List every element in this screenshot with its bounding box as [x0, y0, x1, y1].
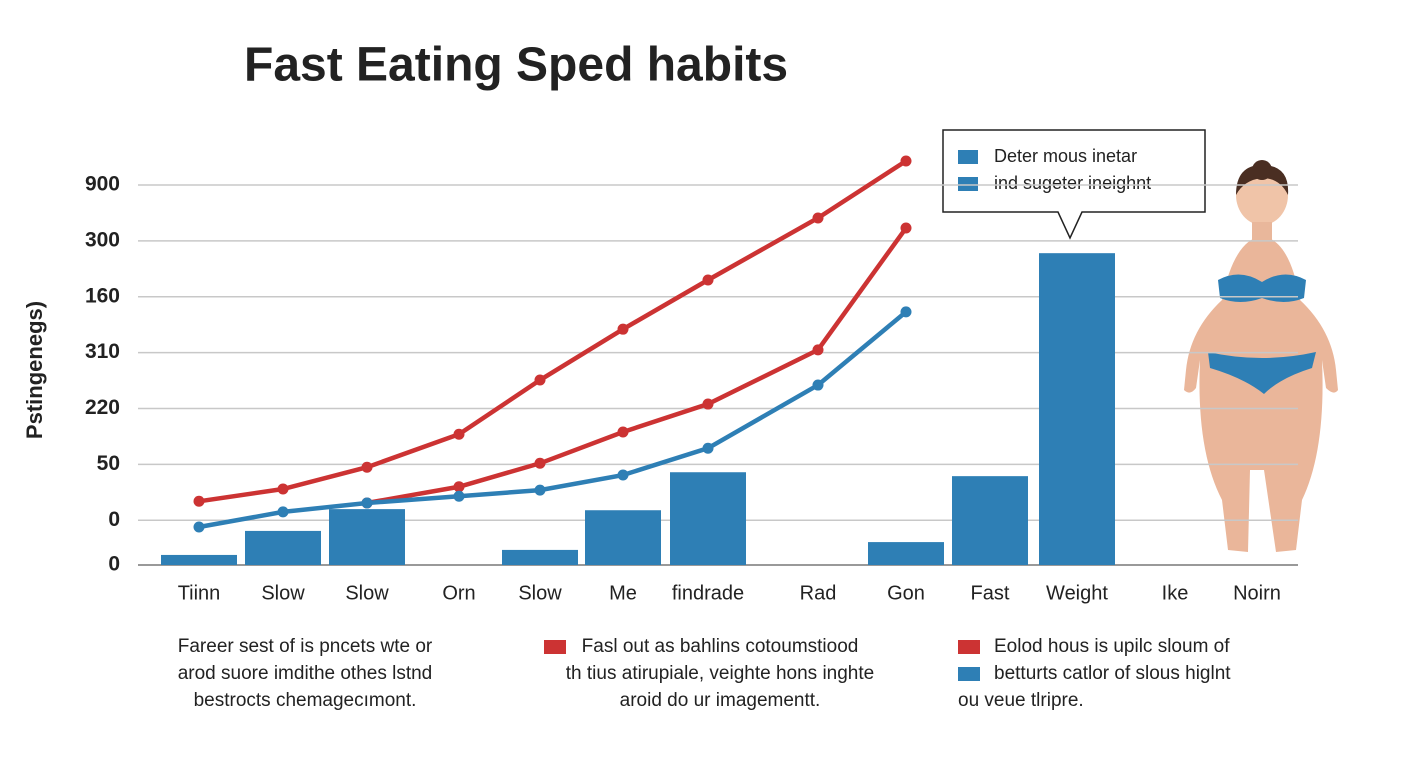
y-tick-label: 900 — [85, 173, 120, 196]
y-tick-label: 300 — [85, 228, 120, 251]
line — [364, 225, 909, 506]
chart-title: Fast Eating Sped habits — [244, 39, 788, 92]
note-text: bestrocts chemagecımont. — [194, 690, 417, 711]
x-tick-label: Noirn — [1233, 582, 1281, 604]
note-text: Fareer sest of is pncets wte or — [178, 636, 433, 657]
note-text: ou veue tlripre. — [958, 690, 1084, 711]
y-tick-label: 0 — [108, 508, 120, 531]
line-point — [812, 344, 824, 356]
legend-label: Deter mous inetar — [994, 146, 1137, 166]
x-tick-label: Tiinn — [178, 582, 221, 604]
note-text: Fasl out as bahlins cotoumstiood — [582, 636, 859, 657]
line-point — [702, 274, 714, 286]
x-tick-label: Slow — [518, 582, 562, 604]
y-tick-label: 310 — [85, 340, 120, 363]
bar — [585, 510, 661, 565]
line-point — [534, 374, 546, 386]
y-tick-label: 160 — [85, 284, 120, 307]
line-point — [617, 323, 629, 335]
note-text: aroid do ur imagementt. — [620, 690, 821, 711]
x-tick-label: Weight — [1046, 582, 1108, 604]
line-point — [617, 469, 629, 481]
bar — [245, 530, 321, 565]
note-swatch — [958, 640, 980, 654]
note-text: Eolod hous is upilc sloum of — [994, 636, 1230, 657]
y-tick-label: 50 — [97, 452, 120, 475]
line-point — [193, 495, 205, 507]
line-point — [453, 490, 465, 502]
line-point — [534, 457, 546, 469]
figure — [1184, 160, 1338, 552]
bar — [502, 549, 578, 565]
legend: Deter mous inetar ind sugeter ineighnt — [942, 129, 1206, 240]
line-point — [812, 379, 824, 391]
bar — [329, 509, 405, 565]
note-text: th tius atirupiale, veighte hons inghte — [566, 663, 874, 684]
x-tick-label: Me — [609, 582, 637, 604]
line-point — [702, 442, 714, 454]
y-axis-label: Pstingenegs) — [22, 301, 47, 439]
line — [196, 309, 909, 530]
x-tick-label: Ike — [1162, 582, 1189, 604]
line-point — [277, 506, 289, 518]
bar — [952, 476, 1028, 565]
y-tick-label: 220 — [85, 396, 120, 419]
bar — [868, 542, 944, 565]
line-point — [617, 426, 629, 438]
bar — [161, 554, 237, 565]
note-swatch — [544, 640, 566, 654]
line-point — [702, 398, 714, 410]
bar — [670, 472, 746, 565]
line-point — [361, 461, 373, 473]
x-tick-label: Fast — [971, 582, 1010, 604]
x-tick-label: Gon — [887, 582, 925, 604]
line-point — [812, 212, 824, 224]
line-point — [453, 481, 465, 493]
bar — [1039, 253, 1115, 566]
x-tick-label: Slow — [261, 582, 305, 604]
x-tick-label: findrade — [672, 582, 744, 604]
note-text: betturts catlor of slous higlnt — [994, 663, 1231, 684]
y-tick-label: 0 — [108, 553, 120, 576]
note-swatch — [958, 667, 980, 681]
line-point — [900, 222, 912, 234]
x-tick-label: Rad — [800, 582, 837, 604]
line-point — [277, 483, 289, 495]
line-point — [453, 428, 465, 440]
line-point — [900, 306, 912, 318]
x-tick-label: Orn — [442, 582, 475, 604]
note-text: arod suore imdithe othes lstnd — [178, 663, 433, 684]
x-tick-label: Slow — [345, 582, 389, 604]
legend-label: ind sugeter ineighnt — [994, 173, 1151, 193]
line — [196, 158, 909, 504]
line-point — [193, 521, 205, 533]
line-point — [900, 155, 912, 167]
line-point — [361, 497, 373, 509]
line-point — [534, 484, 546, 496]
